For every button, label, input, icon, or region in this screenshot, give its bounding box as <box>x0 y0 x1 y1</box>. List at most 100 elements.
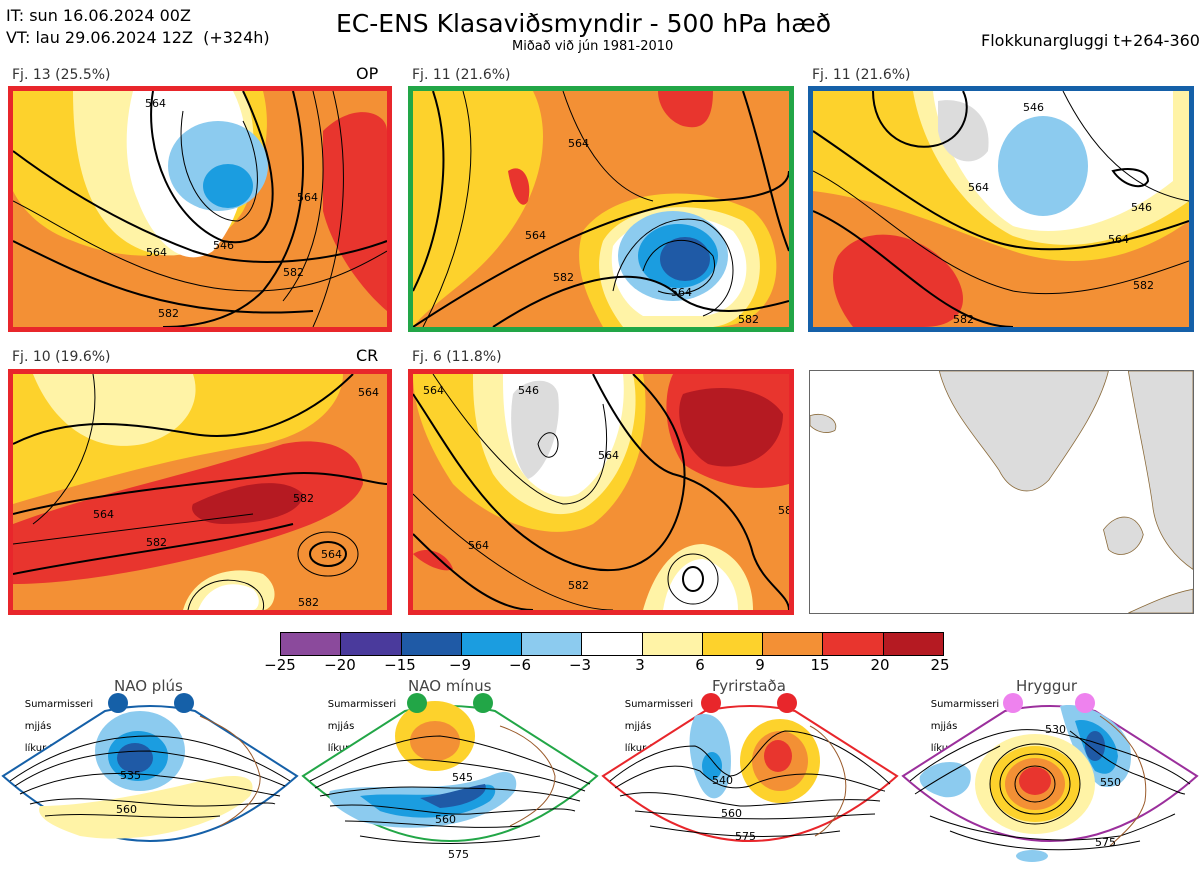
regime-title: NAO plús <box>114 677 183 695</box>
cluster-4-tag: CR <box>356 346 379 365</box>
colorbar-swatch <box>461 633 523 655</box>
cluster-1-contour-label: 564 <box>145 97 166 110</box>
cluster-2-contour-label: 564 <box>525 229 546 242</box>
regime-dot <box>1075 693 1095 713</box>
regime-title: NAO mínus <box>408 677 492 695</box>
cluster-4-label: Fj. 10 (19.6%) <box>12 349 111 365</box>
regime-nao-minus: Sumarmisseri mjjás líkur 24,2% NAO mínus… <box>300 676 600 871</box>
regime-title: Hryggur <box>1016 677 1078 695</box>
colorbar-tick: −25 <box>264 656 296 674</box>
valid-time: VT: lau 29.06.2024 12Z (+324h) <box>6 28 270 47</box>
colorbar-tick: −3 <box>568 656 592 674</box>
cluster-5-contour-label: 546 <box>518 384 539 397</box>
cluster-1-tag: OP <box>356 64 379 83</box>
cluster-4-contour-label: 564 <box>93 508 114 521</box>
cluster-2-contour-label: 564 <box>671 286 692 299</box>
cluster-5-contour-label: 564 <box>423 384 444 397</box>
colorbar-tick: −20 <box>324 656 356 674</box>
regime-dot <box>1003 693 1023 713</box>
regime-dot <box>473 693 493 713</box>
regime-nao-plus: Sumarmisseri mjjás líkur 25,6% NAO plús … <box>0 676 300 871</box>
cluster-3-contour-label: 582 <box>1133 279 1154 292</box>
regime-contour-label: 575 <box>735 830 756 843</box>
regime-contour-label: 575 <box>448 848 469 861</box>
regime-contour-label: 560 <box>116 803 137 816</box>
page-title: EC-ENS Klasaviðsmyndir - 500 hPa hæð <box>336 9 832 38</box>
cluster-1-contour-label: 582 <box>283 266 304 279</box>
colorbar-tick: 15 <box>810 656 830 674</box>
colorbar-tick: 25 <box>930 656 950 674</box>
cluster-4-contour-label: 564 <box>321 548 342 561</box>
cluster-1-contour-label: 564 <box>146 246 167 259</box>
cluster-2-contour-label: 582 <box>738 313 759 326</box>
colorbar-swatch <box>642 633 703 655</box>
colorbar-tick: −9 <box>448 656 472 674</box>
cluster-4-map: 564 564 582 582 564 582 <box>8 369 392 615</box>
colorbar-tick: 9 <box>755 656 765 674</box>
regime-title: Fyrirstaða <box>712 677 786 695</box>
regime-contour-label: 560 <box>435 813 456 826</box>
regime-season: Sumarmisseri <box>624 699 694 710</box>
regime-contour-label: 540 <box>712 774 733 787</box>
cluster-4-contour-label: 564 <box>358 386 379 399</box>
cluster-3-contour-label: 546 <box>1131 201 1152 214</box>
regime-season: Sumarmisseri <box>930 699 1000 710</box>
regime-contour-label: 550 <box>1100 776 1121 789</box>
regime-dot <box>701 693 721 713</box>
colorbar-swatch <box>763 633 824 655</box>
cluster-4-contour-label: 582 <box>146 536 167 549</box>
cluster-2-label: Fj. 11 (21.6%) <box>412 67 511 83</box>
colorbar-tick: 6 <box>695 656 705 674</box>
cluster-5-map: 546 564 564 582 564 582 <box>408 369 794 615</box>
cluster-3-label: Fj. 11 (21.6%) <box>812 67 911 83</box>
regime-season: Sumarmisseri <box>327 699 397 710</box>
cluster-5-contour-label: 582 <box>778 504 789 517</box>
regime-metric: mjjás <box>24 721 52 732</box>
cluster-2-map: 564 564 582 564 582 <box>408 86 794 332</box>
cluster-1-contour-label: 546 <box>213 239 234 252</box>
colorbar-tick: −6 <box>508 656 532 674</box>
regime-dot <box>407 693 427 713</box>
cluster-3-contour-label: 546 <box>1023 101 1044 114</box>
colorbar-swatch <box>401 633 462 655</box>
regime-dot <box>108 693 128 713</box>
empty-base-map <box>809 370 1194 614</box>
regime-season: Sumarmisseri <box>24 699 94 710</box>
regime-metric: mjjás <box>930 721 958 732</box>
cluster-5-contour-label: 582 <box>568 579 589 592</box>
classification-window: Flokkunargluggi t+264-360 <box>981 31 1200 50</box>
regime-contour-label: 545 <box>452 771 473 784</box>
colorbar-swatch <box>341 633 402 655</box>
cluster-1-contour-label: 564 <box>297 191 318 204</box>
colorbar-swatch <box>281 633 342 655</box>
regime-contour-label: 530 <box>1045 723 1066 736</box>
cluster-3-contour-label: 582 <box>953 313 974 326</box>
cluster-3-contour-label: 564 <box>968 181 989 194</box>
regime-ridge: Sumarmisseri mjjás líkur 22,9% Hryggur 5… <box>900 676 1200 871</box>
colorbar-swatch <box>823 633 884 655</box>
colorbar <box>280 632 944 656</box>
cluster-3-contour-label: 564 <box>1108 233 1129 246</box>
regime-dot <box>174 693 194 713</box>
regime-contour-label: 575 <box>1095 836 1116 849</box>
colorbar-tick: 20 <box>870 656 890 674</box>
cluster-5-contour-label: 564 <box>468 539 489 552</box>
cluster-1-contour-label: 582 <box>158 307 179 320</box>
colorbar-swatch <box>582 633 643 655</box>
page-subtitle: Miðað við jún 1981-2010 <box>512 39 674 54</box>
init-time: IT: sun 16.06.2024 00Z <box>6 6 191 25</box>
colorbar-swatch <box>522 633 583 655</box>
regime-blocking: Sumarmisseri mjjás líkur 27,3% Fyrirstað… <box>600 676 900 871</box>
regime-contour-label: 560 <box>721 807 742 820</box>
cluster-4-contour-label: 582 <box>293 492 314 505</box>
cluster-1-label: Fj. 13 (25.5%) <box>12 67 111 83</box>
cluster-4-contour-label: 582 <box>298 596 319 609</box>
colorbar-tick: 3 <box>635 656 645 674</box>
colorbar-swatch <box>702 633 764 655</box>
colorbar-swatch <box>883 633 943 655</box>
cluster-2-contour-label: 582 <box>553 271 574 284</box>
cluster-1-map: 564 546 564 582 582 564 <box>8 86 392 332</box>
cluster-5-label: Fj. 6 (11.8%) <box>412 349 502 365</box>
regime-dot <box>777 693 797 713</box>
colorbar-tick: −15 <box>384 656 416 674</box>
